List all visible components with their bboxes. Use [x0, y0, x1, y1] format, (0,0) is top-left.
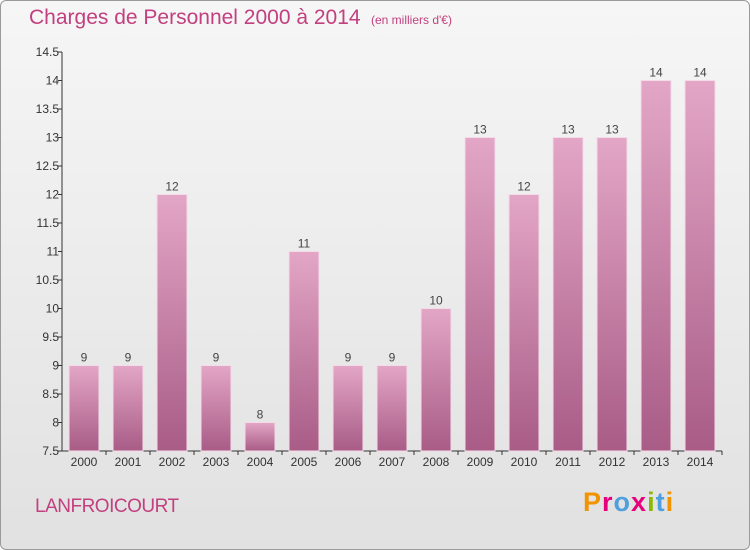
x-tick-label: 2009 [467, 455, 494, 469]
data-label: 12 [517, 180, 531, 194]
x-tick-label: 2006 [335, 455, 362, 469]
y-tick-label: 14.5 [36, 45, 60, 59]
y-tick-label: 13.5 [36, 102, 60, 116]
y-axis: 7.5 8 8.5 9 9.5 10 10.5 11 11.5 12 12.5 13 13.5 14 14.… [36, 45, 63, 458]
bar [244, 422, 276, 452]
bar [508, 194, 540, 452]
data-label: 14 [693, 66, 707, 80]
data-label: 9 [345, 351, 352, 365]
data-label: 12 [165, 180, 179, 194]
bar [332, 365, 364, 452]
bar [376, 365, 408, 452]
y-tick-label: 11.5 [37, 216, 60, 230]
data-label: 13 [473, 123, 487, 137]
bar [200, 365, 232, 452]
data-label: 9 [81, 351, 88, 365]
logo-letter: i [647, 487, 656, 517]
bar [112, 365, 144, 452]
bar [68, 365, 100, 452]
x-tick-label: 2000 [71, 455, 98, 469]
x-tick-label: 2013 [643, 455, 670, 469]
y-tick-label: 12 [46, 188, 60, 202]
logo-letter: o [613, 487, 632, 517]
data-label: 10 [429, 294, 443, 308]
logo-letter: t [655, 487, 666, 517]
bar [156, 194, 188, 452]
bar [420, 308, 452, 452]
bar [684, 80, 716, 452]
data-label: 9 [389, 351, 396, 365]
chart-unit-label: (en milliers d'€) [371, 13, 452, 27]
data-label: 8 [257, 408, 264, 422]
data-label: 13 [561, 123, 575, 137]
proxiti-logo[interactable]: Proxiti [583, 487, 674, 518]
x-tick-label: 2014 [687, 455, 714, 469]
logo-letter: P [583, 487, 603, 517]
y-tick-label: 8 [52, 416, 59, 430]
y-tick-label: 10 [46, 302, 60, 316]
x-tick-label: 2004 [247, 455, 274, 469]
data-label: 11 [298, 237, 311, 251]
x-tick-label: 2007 [379, 455, 406, 469]
data-label: 14 [649, 66, 663, 80]
x-axis: 2000 2001 2002 2003 2004 2005 2006 2007 2008 2009… [62, 450, 723, 469]
logo-letter: x [631, 487, 648, 517]
y-tick-label: 14 [46, 74, 60, 88]
x-tick-label: 2003 [203, 455, 230, 469]
y-tick-label: 9 [52, 359, 59, 373]
x-tick-label: 2005 [291, 455, 318, 469]
x-tick-label: 2001 [115, 455, 142, 469]
y-tick-label: 13 [46, 131, 60, 145]
data-label: 9 [125, 351, 132, 365]
x-tick-label: 2011 [555, 455, 581, 469]
x-tick-label: 2008 [423, 455, 450, 469]
y-tick-label: 9.5 [42, 330, 59, 344]
y-tick-label: 11 [47, 245, 60, 259]
bar [596, 137, 628, 452]
logo-letter: i [665, 487, 675, 517]
bar [640, 80, 672, 452]
y-tick-label: 7.5 [42, 444, 59, 458]
y-tick-label: 8.5 [42, 387, 59, 401]
data-label: 9 [213, 351, 220, 365]
x-tick-label: 2010 [511, 455, 538, 469]
x-tick-label: 2012 [599, 455, 626, 469]
commune-name: LANFROICOURT [35, 496, 179, 517]
y-tick-label: 12.5 [36, 159, 60, 173]
bar [552, 137, 584, 452]
bar-series [68, 80, 716, 452]
bar [464, 137, 496, 452]
y-tick-label: 10.5 [36, 273, 60, 287]
data-labels: 9 9 12 9 8 11 9 9 10 13 12 13 13 14 14 [81, 66, 707, 422]
bar [288, 251, 320, 452]
chart-title: Charges de Personnel 2000 à 2014 [29, 6, 361, 29]
data-label: 13 [605, 123, 619, 137]
x-tick-label: 2002 [159, 455, 186, 469]
logo-letter: r [602, 487, 614, 517]
